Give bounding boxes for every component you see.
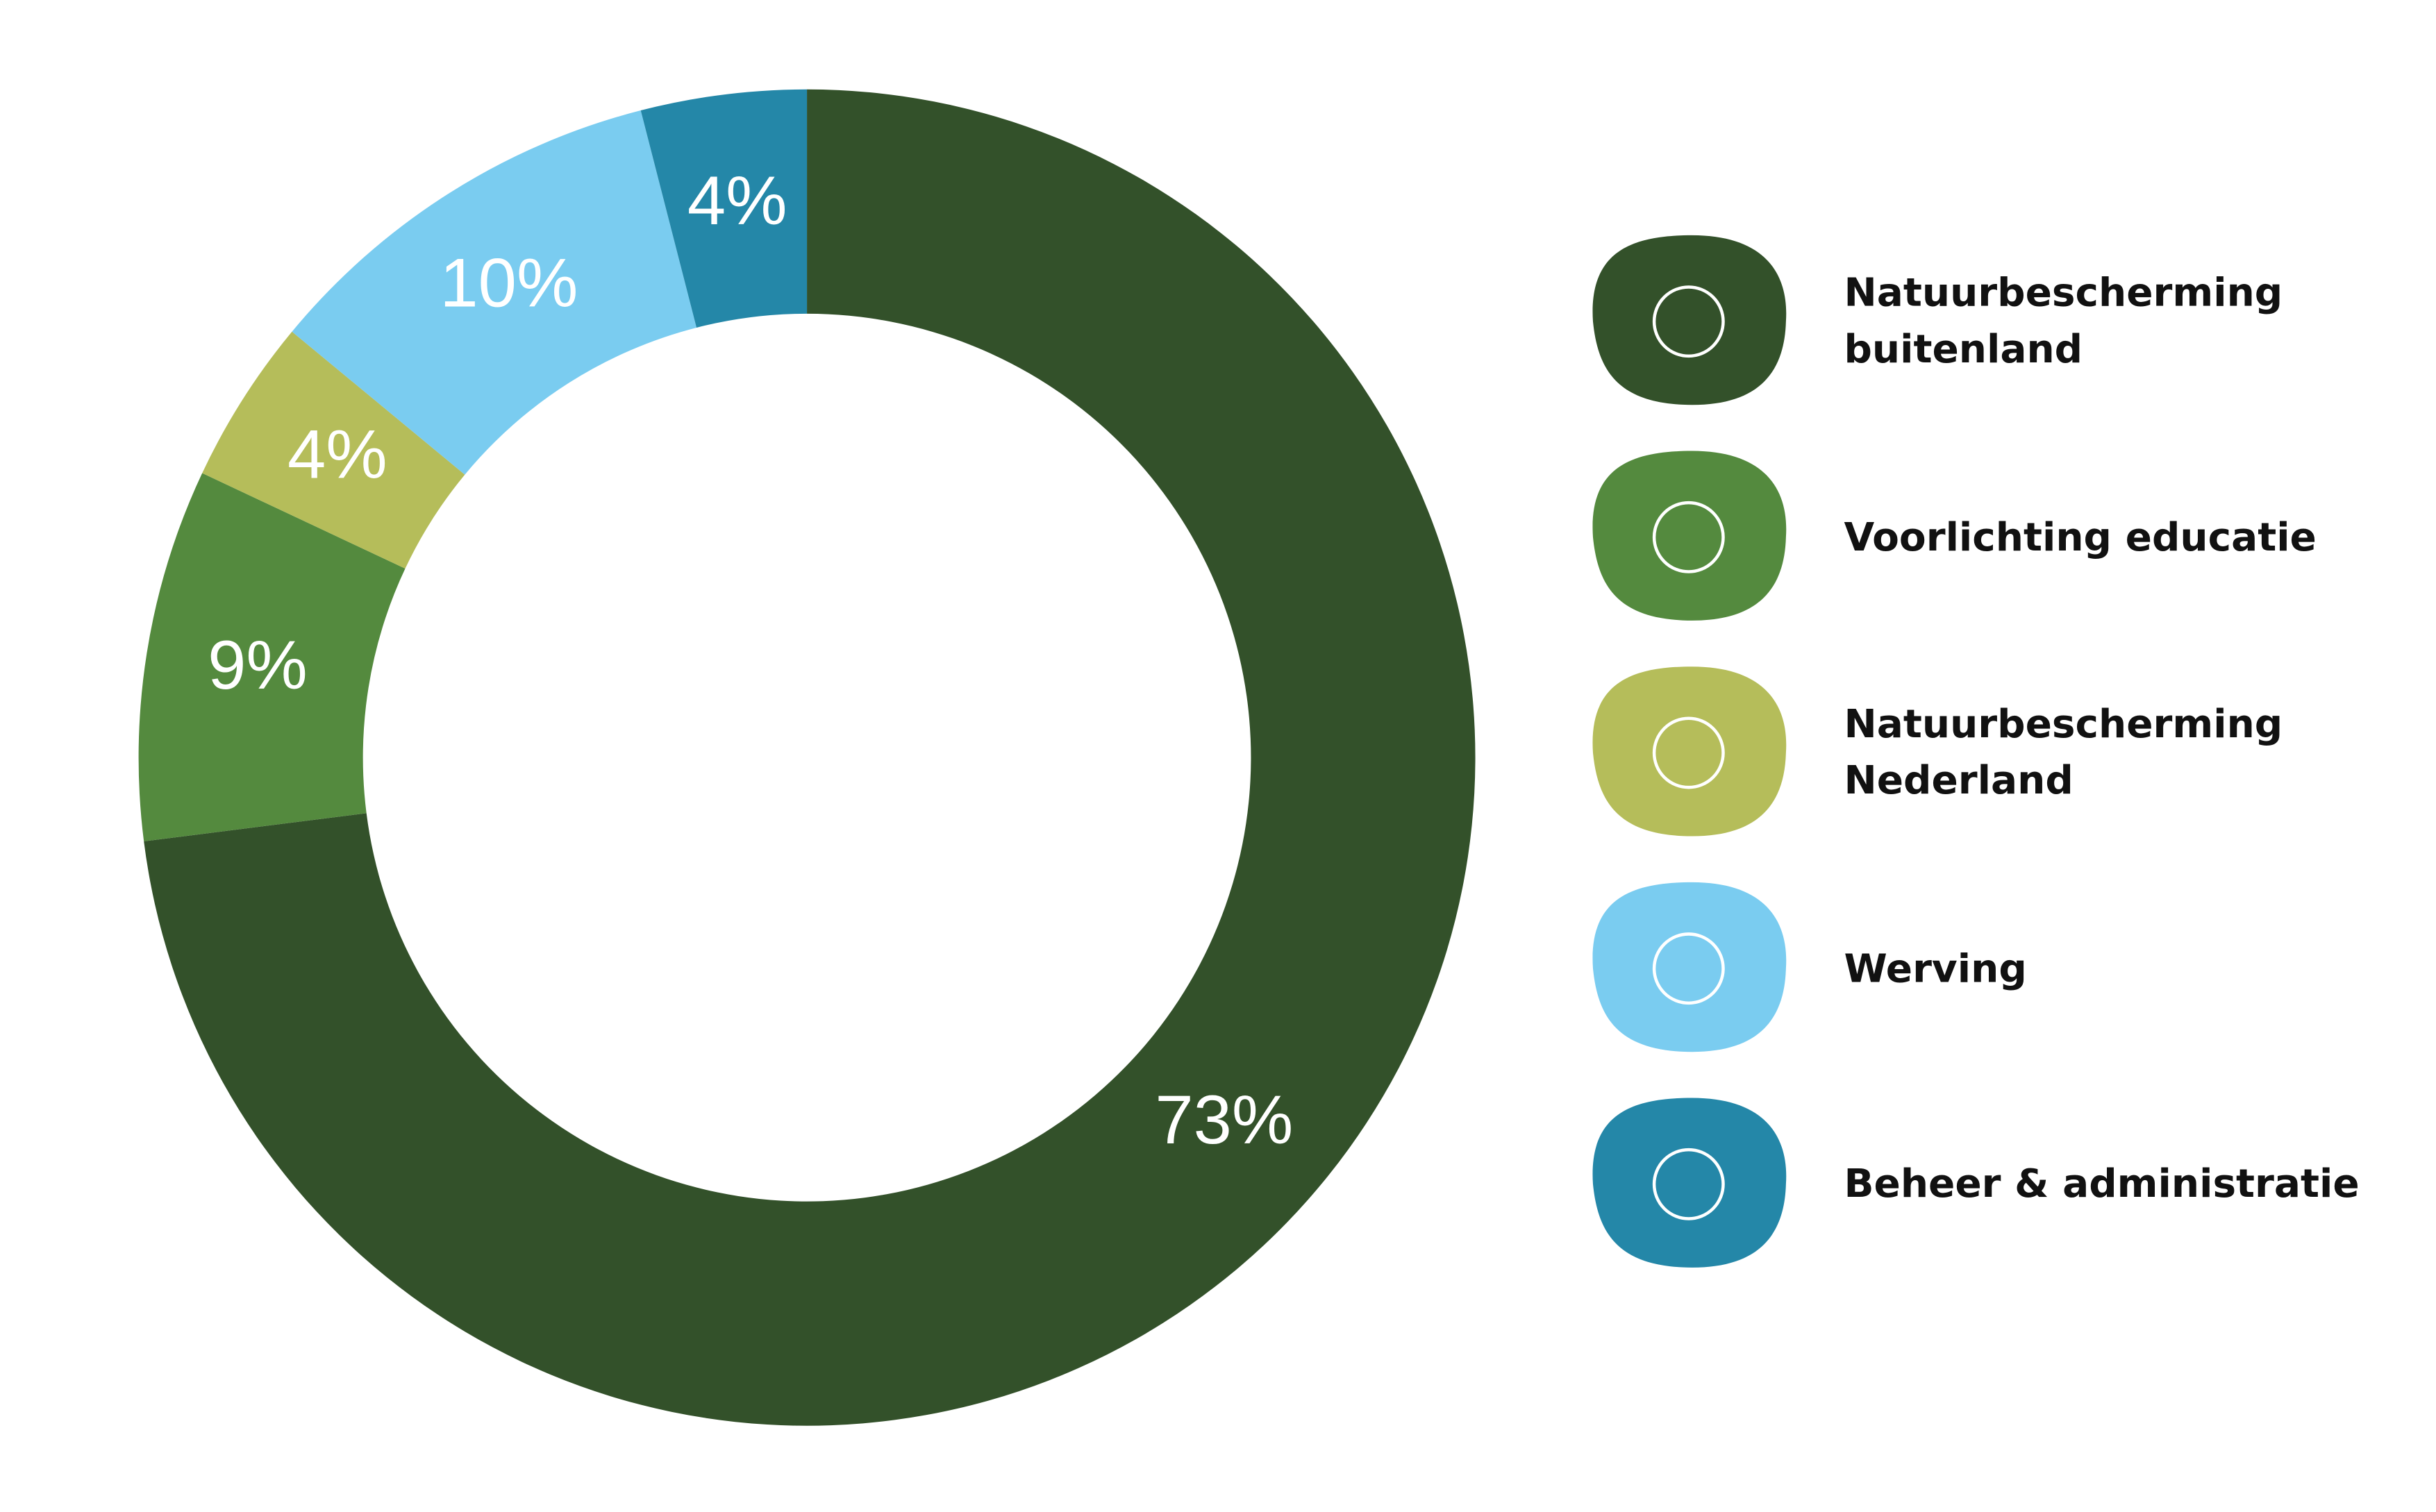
donut-segment (138, 473, 406, 841)
legend-label: Voorlichting educatie (1844, 513, 2317, 560)
legend-icon (1652, 285, 1725, 358)
legend-icon (1652, 716, 1725, 789)
legend-blob (1592, 882, 1787, 1052)
donut-segment (144, 89, 1476, 1426)
legend-label: Beheer & administratie (1844, 1160, 2360, 1207)
donut-segment (292, 110, 697, 475)
legend-item: Voorlichting educatie (1844, 513, 2317, 560)
legend-blob (1592, 666, 1787, 837)
value-label: 4% (687, 162, 787, 240)
legend-blob (1592, 1098, 1787, 1268)
legend-label: Natuurbescherming buitenland (1844, 269, 2283, 372)
value-label: 9% (208, 627, 308, 704)
legend-item: Natuurbescherming buitenland (1844, 269, 2283, 372)
legend-icon (1652, 932, 1725, 1005)
legend-blob (1592, 235, 1787, 405)
legend-label: Werving (1844, 945, 2027, 991)
value-label: 73% (1155, 1082, 1293, 1159)
value-label: 10% (440, 244, 578, 321)
value-label: 4% (287, 416, 387, 493)
legend-icon (1652, 501, 1725, 573)
legend-item: Werving (1844, 945, 2027, 991)
legend-item: Natuurbescherming Nederland (1844, 700, 2283, 803)
legend-blob (1592, 451, 1787, 621)
donut-segment (202, 331, 465, 569)
legend-label: Natuurbescherming Nederland (1844, 700, 2283, 803)
donut-segment (640, 89, 808, 328)
legend-item: Beheer & administratie (1844, 1160, 2360, 1207)
legend-icon (1652, 1148, 1725, 1220)
